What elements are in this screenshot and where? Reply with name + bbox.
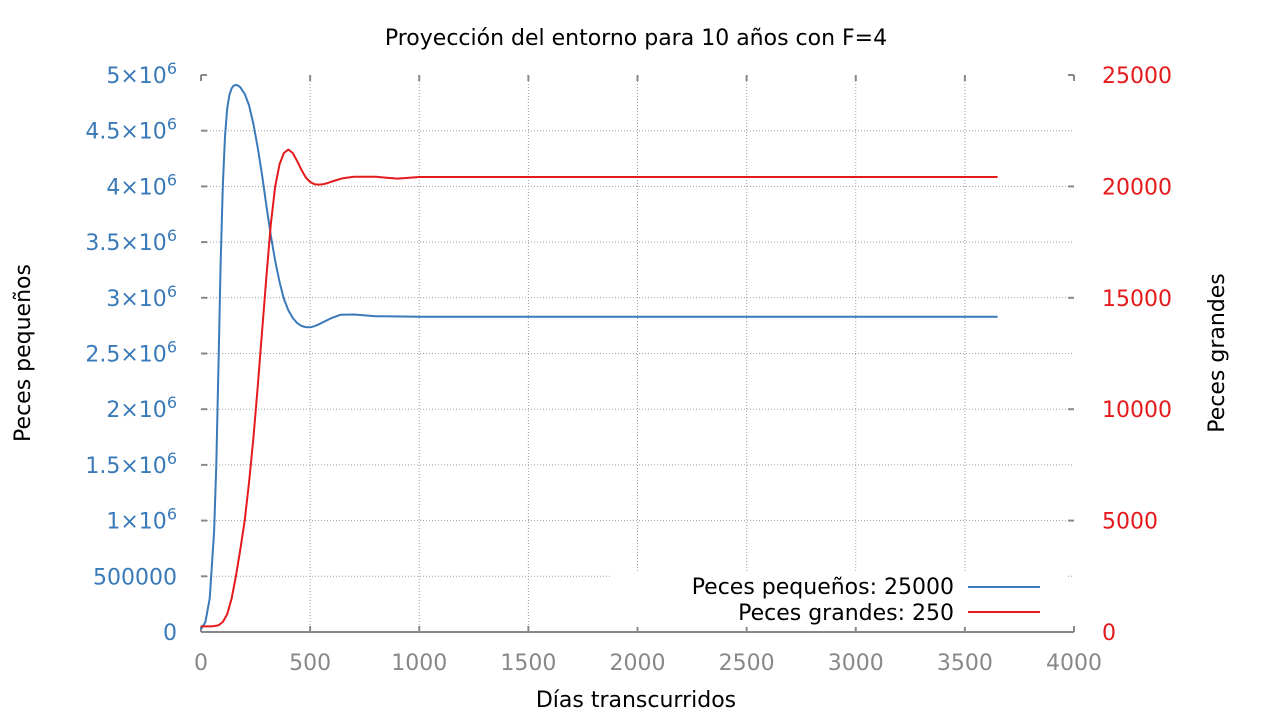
y-right-axis-label: Peces grandes	[1205, 273, 1230, 433]
y-left-tick-label: 2×106	[106, 393, 177, 423]
x-tick-label: 2500	[719, 651, 775, 676]
y-left-tick-label: 5×106	[106, 59, 177, 89]
grid	[201, 75, 1074, 632]
chart-title: Proyección del entorno para 10 años con …	[385, 26, 887, 51]
x-tick-label: 0	[194, 651, 208, 676]
y-right-tick-label: 15000	[1102, 287, 1172, 312]
series-line-small-fish	[200, 84, 998, 630]
legend: Peces pequeños: 25000 Peces grandes: 250	[612, 573, 1067, 627]
legend-label-large-fish: Peces grandes: 250	[738, 601, 954, 626]
x-tick-label: 4000	[1046, 651, 1102, 676]
axes	[200, 74, 1075, 633]
y-left-tick-label: 500000	[93, 565, 177, 590]
legend-label-small-fish: Peces pequeños: 25000	[692, 575, 954, 600]
y-left-tick-label: 4×106	[106, 170, 177, 200]
x-tick-label: 1000	[391, 651, 447, 676]
y-left-tick-label: 0	[163, 621, 177, 646]
series-lines	[200, 84, 998, 630]
y-left-tick-label: 3.5×106	[85, 226, 177, 256]
x-tick-label: 3000	[828, 651, 884, 676]
tick-labels: 0 500 1000 1500 2000 2500 3000 3500 400005000001…	[85, 59, 1172, 676]
y-right-tick-label: 10000	[1102, 398, 1172, 423]
y-left-tick-label: 1×106	[106, 505, 177, 535]
y-left-tick-label: 2.5×106	[85, 338, 177, 368]
x-tick-label: 2000	[610, 651, 666, 676]
legend-background	[612, 573, 1067, 627]
y-right-tick-label: 5000	[1102, 510, 1158, 535]
y-left-axis-label: Peces pequeños	[11, 264, 36, 442]
x-tick-label: 500	[289, 651, 331, 676]
y-left-tick-label: 4.5×106	[85, 115, 177, 145]
y-left-tick-label: 3×106	[106, 282, 177, 312]
y-right-tick-label: 25000	[1102, 64, 1172, 89]
series-line-large-fish	[201, 148, 998, 628]
x-axis-label: Días transcurridos	[536, 688, 736, 713]
y-right-tick-label: 0	[1102, 621, 1116, 646]
x-tick-label: 3500	[937, 651, 993, 676]
x-tick-label: 1500	[500, 651, 556, 676]
y-left-tick-label: 1.5×106	[85, 449, 177, 479]
y-right-tick-label: 20000	[1102, 175, 1172, 200]
